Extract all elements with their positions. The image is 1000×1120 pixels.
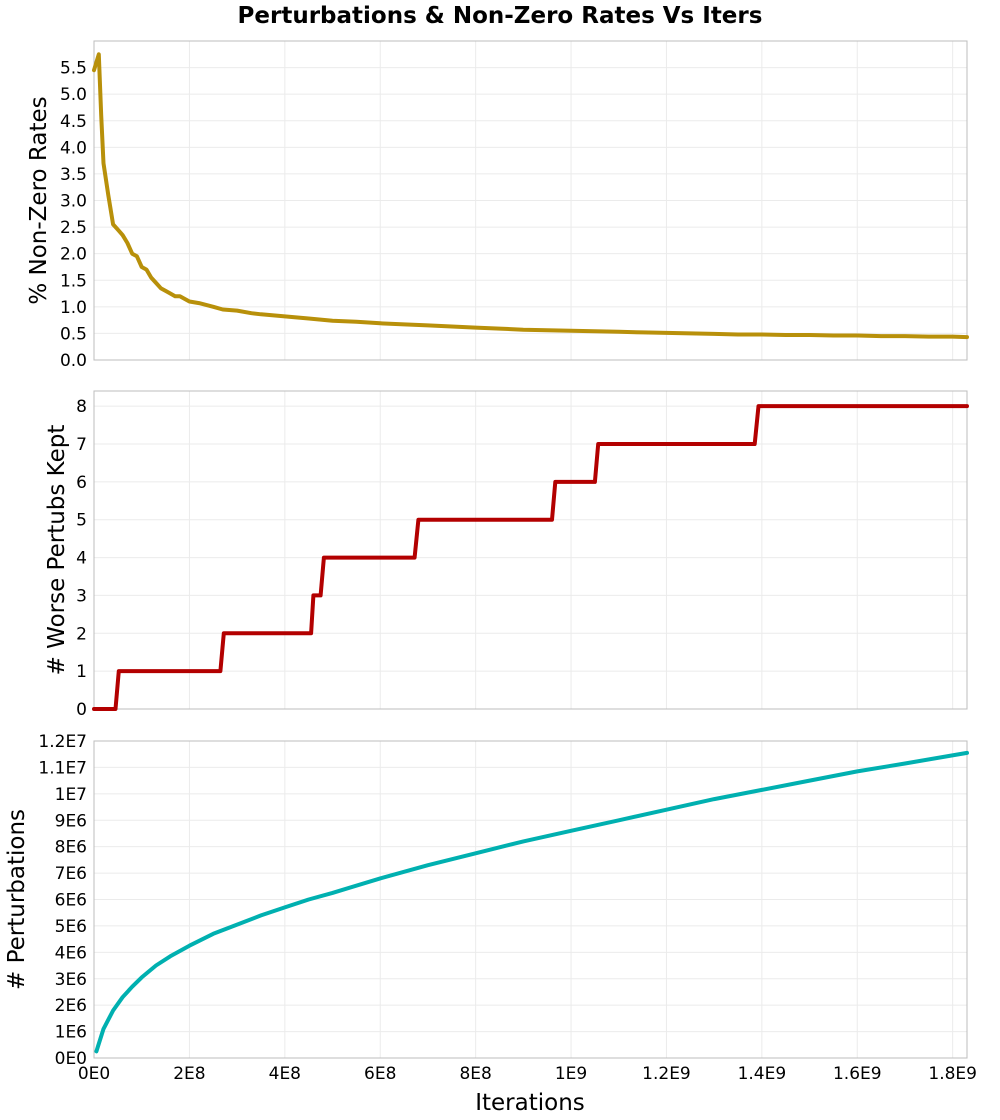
y-tick-label: 4E6 [55,943,87,963]
series-line-worse-pertubs-kept [92,404,969,711]
series-line-perturbations [94,750,969,1054]
y-axis-label: # Worse Pertubs Kept [44,425,70,676]
y-tick-label: 1 [76,662,87,682]
x-tick-label: 0E0 [78,1064,110,1084]
y-tick-label: 8 [76,397,87,417]
x-tick-label: 4E8 [269,1064,301,1084]
panel-worse-pertubs-kept: 0 1 2 3 4 5 6 7 8 # Worse Pertubs Kept [44,390,969,720]
y-axis-label: % Non-Zero Rates [26,96,52,304]
y-tick-label: 3.0 [60,192,87,212]
y-tick-label: 3.5 [60,165,87,185]
y-tick-label: 7 [76,435,87,455]
y-tick-label: 4.0 [60,138,87,158]
x-tick-label: 1.8E9 [928,1064,977,1084]
y-tick-label: 2 [76,624,87,644]
panels: 0.0 0.5 1.0 1.5 2.0 2.5 3.0 3.5 4.0 4.5 5.0 5.5 % No… [4,40,977,1084]
y-tick-label: 1.2E7 [38,732,87,752]
y-axis-label: # Perturbations [4,809,30,990]
y-tick-label: 5.5 [60,59,87,79]
y-tick-label: 5.0 [60,85,87,105]
plot-frame [93,40,968,361]
y-tick-label: 8E6 [55,838,87,858]
y-tick-label: 4 [76,549,87,569]
y-tick-label: 1E7 [55,785,87,805]
x-tick-label: 1.4E9 [738,1064,787,1084]
plot-frame [93,390,968,710]
y-tick-label: 3E6 [55,970,87,990]
y-tick-label: 9E6 [55,811,87,831]
y-tick-label: 0.5 [60,324,87,344]
y-tick-label: 4.5 [60,112,87,132]
x-axis-label: Iterations [475,1090,585,1116]
y-tick-label: 1.0 [60,298,87,318]
y-tick-label: 2.0 [60,245,87,265]
y-tick-label: 3 [76,586,87,606]
y-tick-label: 5 [76,511,87,531]
y-tick-label: 1.1E7 [38,758,87,778]
plot-frame [93,740,968,1059]
panel-nonzero-rate: 0.0 0.5 1.0 1.5 2.0 2.5 3.0 3.5 4.0 4.5 5.0 5.5 % No… [26,40,969,371]
y-tick-label: 6E6 [55,891,87,911]
x-tick-label: 6E8 [364,1064,396,1084]
x-tick-label: 1.2E9 [642,1064,691,1084]
series-line-nonzero-rate [92,52,969,340]
x-tick-label: 2E8 [173,1064,205,1084]
y-tick-label: 1.5 [60,271,87,291]
y-tick-label: 0 [76,700,87,720]
y-tick-label: 7E6 [55,864,87,884]
y-tick-label: 6 [76,473,87,493]
y-tick-label: 1E6 [55,1023,87,1043]
y-tick-label: 2.5 [60,218,87,238]
y-tick-label: 0E0 [55,1049,87,1069]
x-tick-label: 8E8 [459,1064,491,1084]
y-tick-label: 0.0 [60,351,87,371]
y-tick-label: 5E6 [55,917,87,937]
x-tick-label: 1E9 [555,1064,587,1084]
panel-perturbations: 0E0 1E6 2E6 3E6 4E6 5E6 6E6 7E6 8E6 9E6 1E7 1.1E7 1.… [4,732,977,1084]
x-tick-label: 1.6E9 [833,1064,882,1084]
chart-title: Perturbations & Non-Zero Rates Vs Iters [238,3,763,29]
y-tick-label: 2E6 [55,996,87,1016]
